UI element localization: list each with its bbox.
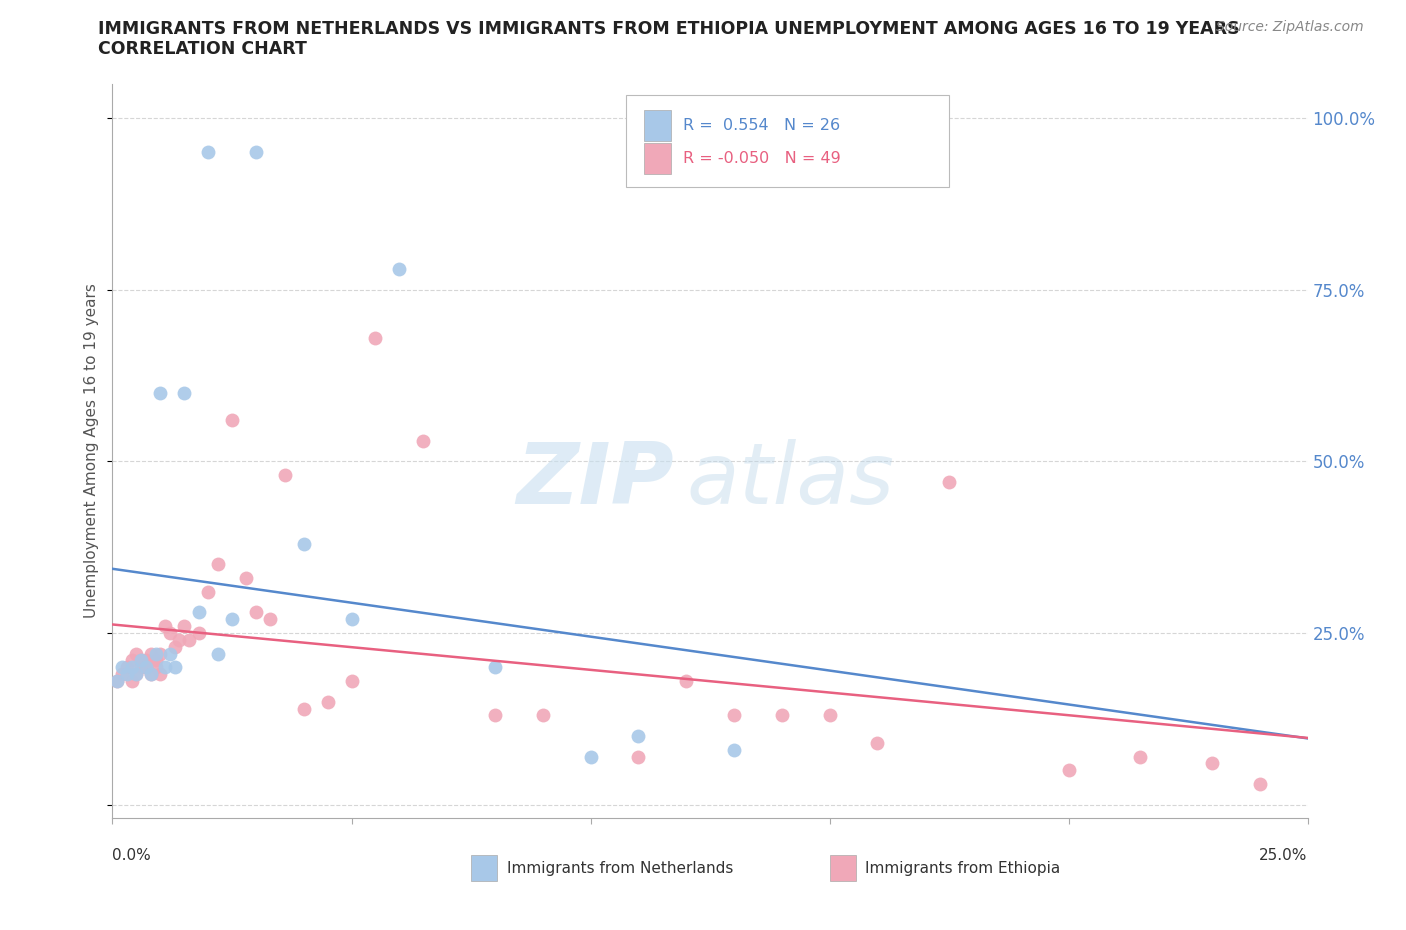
Point: [1201, 756, 1223, 771]
Point: [818, 708, 841, 723]
Point: [627, 728, 650, 743]
Point: [105, 673, 128, 688]
Text: R =  0.554   N = 26: R = 0.554 N = 26: [682, 118, 839, 133]
Point: [163, 639, 186, 654]
Bar: [644, 110, 671, 141]
Point: [340, 612, 363, 627]
Point: [938, 474, 960, 489]
Bar: [644, 143, 671, 174]
Point: [292, 701, 315, 716]
Point: [149, 646, 172, 661]
Text: Source: ZipAtlas.com: Source: ZipAtlas.com: [1216, 20, 1364, 34]
Text: Immigrants from Ethiopia: Immigrants from Ethiopia: [866, 861, 1060, 876]
Point: [484, 708, 506, 723]
Point: [129, 653, 152, 668]
Point: [149, 385, 172, 400]
Point: [273, 468, 295, 483]
Point: [129, 653, 152, 668]
Point: [159, 646, 181, 661]
Point: [139, 646, 162, 661]
FancyBboxPatch shape: [627, 95, 949, 187]
Point: [531, 708, 554, 723]
Point: [221, 413, 243, 428]
Point: [770, 708, 793, 723]
Point: [129, 660, 152, 675]
Point: [139, 667, 162, 682]
Point: [111, 667, 134, 682]
Point: [316, 694, 339, 709]
Point: [173, 618, 195, 633]
Point: [340, 673, 363, 688]
Point: [159, 626, 181, 641]
Point: [1057, 763, 1080, 777]
Point: [866, 736, 889, 751]
Text: ZIP: ZIP: [516, 439, 675, 522]
Point: [125, 646, 148, 661]
Point: [292, 537, 315, 551]
Point: [1249, 777, 1271, 791]
Text: 0.0%: 0.0%: [112, 848, 152, 863]
Point: [187, 605, 209, 620]
Point: [149, 667, 172, 682]
Text: IMMIGRANTS FROM NETHERLANDS VS IMMIGRANTS FROM ETHIOPIA UNEMPLOYMENT AMONG AGES : IMMIGRANTS FROM NETHERLANDS VS IMMIGRANT…: [98, 20, 1240, 38]
Point: [412, 433, 434, 448]
Point: [145, 660, 167, 675]
Text: R = -0.050   N = 49: R = -0.050 N = 49: [682, 152, 841, 166]
Point: [121, 653, 143, 668]
Point: [484, 660, 506, 675]
Point: [153, 660, 176, 675]
Point: [245, 605, 267, 620]
Point: [125, 667, 148, 682]
Point: [187, 626, 209, 641]
Point: [364, 330, 387, 345]
Point: [627, 750, 650, 764]
Text: CORRELATION CHART: CORRELATION CHART: [98, 40, 308, 58]
Point: [121, 673, 143, 688]
Point: [723, 708, 745, 723]
Point: [388, 261, 411, 276]
Point: [169, 632, 191, 647]
Point: [163, 660, 186, 675]
Point: [675, 673, 697, 688]
Bar: [830, 856, 856, 881]
Point: [153, 618, 176, 633]
Point: [1129, 750, 1152, 764]
Text: 25.0%: 25.0%: [1260, 848, 1308, 863]
Point: [105, 673, 128, 688]
Text: atlas: atlas: [686, 439, 894, 522]
Point: [245, 145, 267, 160]
Point: [235, 571, 257, 586]
Point: [173, 385, 195, 400]
Point: [221, 612, 243, 627]
Point: [135, 653, 157, 668]
Point: [207, 557, 229, 572]
Text: Immigrants from Netherlands: Immigrants from Netherlands: [508, 861, 734, 876]
Bar: [471, 856, 498, 881]
Point: [145, 646, 167, 661]
Point: [197, 584, 219, 599]
Point: [145, 653, 167, 668]
Point: [115, 667, 138, 682]
Point: [111, 660, 134, 675]
Point: [125, 667, 148, 682]
Point: [579, 750, 602, 764]
Y-axis label: Unemployment Among Ages 16 to 19 years: Unemployment Among Ages 16 to 19 years: [84, 284, 100, 618]
Point: [121, 660, 143, 675]
Point: [115, 660, 138, 675]
Point: [177, 632, 200, 647]
Point: [259, 612, 281, 627]
Point: [197, 145, 219, 160]
Point: [723, 742, 745, 757]
Point: [135, 660, 157, 675]
Point: [207, 646, 229, 661]
Point: [135, 660, 157, 675]
Point: [139, 667, 162, 682]
